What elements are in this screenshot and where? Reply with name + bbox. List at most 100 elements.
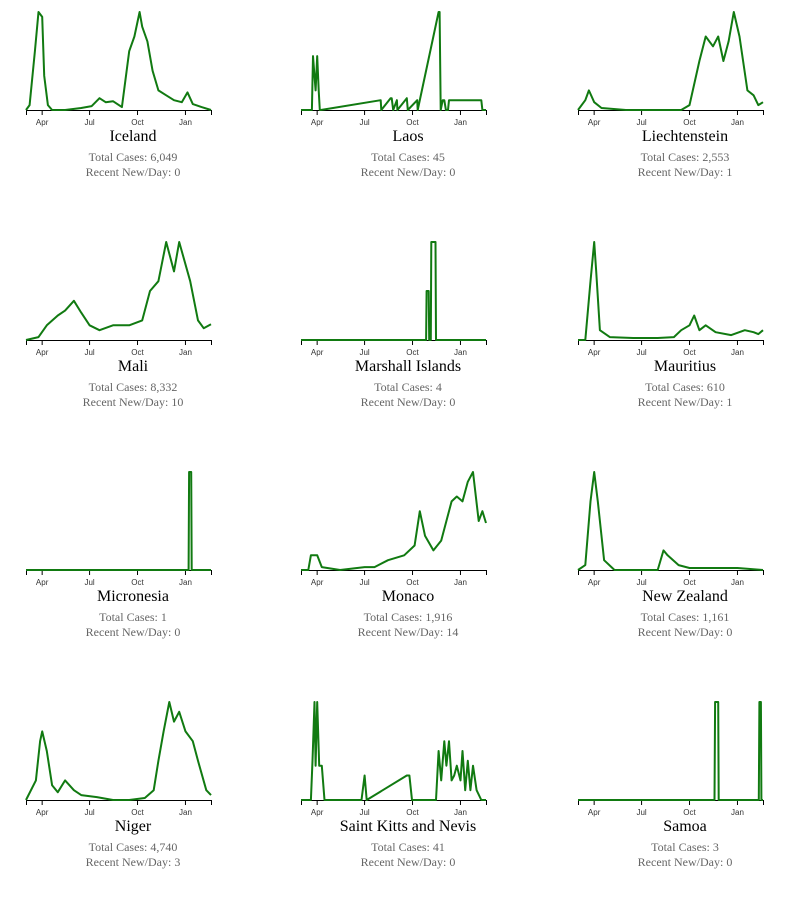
recent-new-per-day-stat: Recent New/Day: 0: [552, 625, 798, 640]
chart-svg-iceland: Apr Jul Oct Jan: [25, 11, 212, 127]
recent-new-per-day-prefix: Recent New/Day:: [85, 165, 175, 179]
recent-new-per-day-stat: Recent New/Day: 3: [0, 855, 266, 870]
recent-new-per-day-prefix: Recent New/Day:: [637, 395, 727, 409]
total-cases-prefix: Total Cases:: [363, 610, 426, 624]
x-tick-label-jul: Jul: [359, 118, 369, 127]
total-cases-value: 1,916: [425, 610, 453, 624]
recent-new-per-day-prefix: Recent New/Day:: [637, 625, 727, 639]
total-cases-stat: Total Cases: 4: [275, 380, 541, 395]
total-cases-value: 2,553: [702, 150, 730, 164]
chart-panel-laos: Apr Jul Oct Jan Laos Total Cases: 45 Recent Ne…: [275, 0, 541, 230]
x-tick-label-jul: Jul: [636, 118, 646, 127]
x-tick-label-oct: Oct: [131, 118, 144, 127]
x-tick-label-oct: Oct: [683, 348, 696, 357]
chart-svg-niger: Apr Jul Oct Jan: [25, 701, 212, 817]
x-tick-label-apr: Apr: [588, 348, 601, 357]
x-tick-label-jul: Jul: [84, 578, 94, 587]
x-tick-label-apr: Apr: [588, 578, 601, 587]
recent-new-per-day-stat: Recent New/Day: 0: [275, 855, 541, 870]
x-tick-label-oct: Oct: [131, 578, 144, 587]
total-cases-prefix: Total Cases:: [374, 380, 436, 394]
chart-panel-samoa: Apr Jul Oct Jan Samoa Total Cases: 3 Recent Ne…: [552, 690, 798, 920]
recent-new-per-day-stat: Recent New/Day: 0: [275, 165, 541, 180]
x-tick-label-jan: Jan: [179, 578, 192, 587]
total-cases-stat: Total Cases: 6,049: [0, 150, 266, 165]
x-tick-label-apr: Apr: [311, 578, 324, 587]
recent-new-per-day-value: 0: [726, 625, 733, 639]
recent-new-per-day-value: 0: [174, 165, 181, 179]
total-cases-value: 8,332: [150, 380, 178, 394]
recent-new-per-day-value: 0: [726, 855, 733, 869]
x-tick-label-oct: Oct: [683, 808, 696, 817]
x-tick-label-apr: Apr: [36, 348, 49, 357]
recent-new-per-day-value: 1: [726, 165, 733, 179]
series-line-micronesia: [26, 471, 211, 571]
total-cases-stat: Total Cases: 2,553: [552, 150, 798, 165]
recent-new-per-day-value: 3: [174, 855, 181, 869]
recent-new-per-day-prefix: Recent New/Day:: [360, 165, 450, 179]
chart-title: Niger: [114, 818, 152, 835]
recent-new-per-day-stat: Recent New/Day: 0: [275, 395, 541, 410]
x-tick-label-jul: Jul: [359, 578, 369, 587]
chart-panel-mali: Apr Jul Oct Jan Mali Total Cases: 8,332 Recent…: [0, 230, 266, 460]
x-tick-label-jan: Jan: [454, 118, 467, 127]
x-tick-label-jul: Jul: [84, 118, 94, 127]
series-line-laos: [301, 11, 486, 111]
total-cases-stat: Total Cases: 3: [552, 840, 798, 855]
total-cases-stat: Total Cases: 610: [552, 380, 798, 395]
x-tick-label-apr: Apr: [36, 118, 49, 127]
chart-svg-mali: Apr Jul Oct Jan: [25, 241, 212, 357]
recent-new-per-day-value: 0: [449, 855, 456, 869]
x-tick-label-oct: Oct: [683, 118, 696, 127]
recent-new-per-day-prefix: Recent New/Day:: [360, 855, 450, 869]
series-line-saint-kitts-and-nevis: [301, 701, 486, 801]
chart-panel-liechtenstein: Apr Jul Oct Jan Liechtenstein Total Cases: 2,…: [552, 0, 798, 230]
series-line-niger: [25, 701, 212, 801]
recent-new-per-day-value: 0: [449, 395, 456, 409]
recent-new-per-day-prefix: Recent New/Day:: [82, 395, 172, 409]
series-line-monaco: [301, 471, 487, 571]
recent-new-per-day-prefix: Recent New/Day:: [85, 855, 175, 869]
x-tick-label-apr: Apr: [588, 118, 601, 127]
chart-title: Samoa: [663, 818, 707, 835]
recent-new-per-day-prefix: Recent New/Day:: [360, 395, 450, 409]
chart-title: Micronesia: [97, 588, 169, 605]
x-tick-label-oct: Oct: [406, 348, 419, 357]
total-cases-prefix: Total Cases:: [88, 840, 151, 854]
total-cases-value: 6,049: [150, 150, 178, 164]
total-cases-prefix: Total Cases:: [371, 840, 433, 854]
x-tick-label-apr: Apr: [588, 808, 601, 817]
total-cases-prefix: Total Cases:: [88, 380, 151, 394]
chart-svg-micronesia: Apr Jul Oct Jan: [26, 471, 212, 587]
x-tick-label-oct: Oct: [131, 808, 144, 817]
x-tick-label-jan: Jan: [731, 348, 744, 357]
series-line-mauritius: [578, 241, 764, 341]
x-tick-label-oct: Oct: [131, 348, 144, 357]
chart-panel-new-zealand: Apr Jul Oct Jan New Zealand Total Cases: 1,16…: [552, 460, 798, 690]
chart-panel-niger: Apr Jul Oct Jan Niger Total Cases: 4,740 Recen…: [0, 690, 266, 920]
series-line-iceland: [25, 11, 212, 111]
x-tick-label-jul: Jul: [84, 808, 94, 817]
recent-new-per-day-stat: Recent New/Day: 1: [552, 395, 798, 410]
x-tick-label-jan: Jan: [454, 578, 467, 587]
x-tick-label-oct: Oct: [406, 808, 419, 817]
x-tick-label-jul: Jul: [636, 578, 646, 587]
total-cases-prefix: Total Cases:: [640, 150, 703, 164]
x-tick-label-apr: Apr: [311, 118, 324, 127]
x-tick-label-jul: Jul: [636, 808, 646, 817]
chart-svg-mauritius: Apr Jul Oct Jan: [578, 241, 764, 357]
recent-new-per-day-value: 14: [446, 625, 459, 639]
total-cases-prefix: Total Cases:: [88, 150, 151, 164]
recent-new-per-day-stat: Recent New/Day: 14: [275, 625, 541, 640]
total-cases-value: 1,161: [702, 610, 730, 624]
series-line-new-zealand: [577, 471, 764, 571]
total-cases-prefix: Total Cases:: [640, 610, 703, 624]
recent-new-per-day-value: 10: [171, 395, 184, 409]
total-cases-value: 4,740: [150, 840, 178, 854]
total-cases-prefix: Total Cases:: [651, 840, 713, 854]
chart-title: New Zealand: [642, 588, 728, 605]
total-cases-value: 610: [706, 380, 725, 394]
recent-new-per-day-value: 1: [726, 395, 733, 409]
recent-new-per-day-stat: Recent New/Day: 0: [552, 855, 798, 870]
x-tick-label-jan: Jan: [731, 808, 744, 817]
